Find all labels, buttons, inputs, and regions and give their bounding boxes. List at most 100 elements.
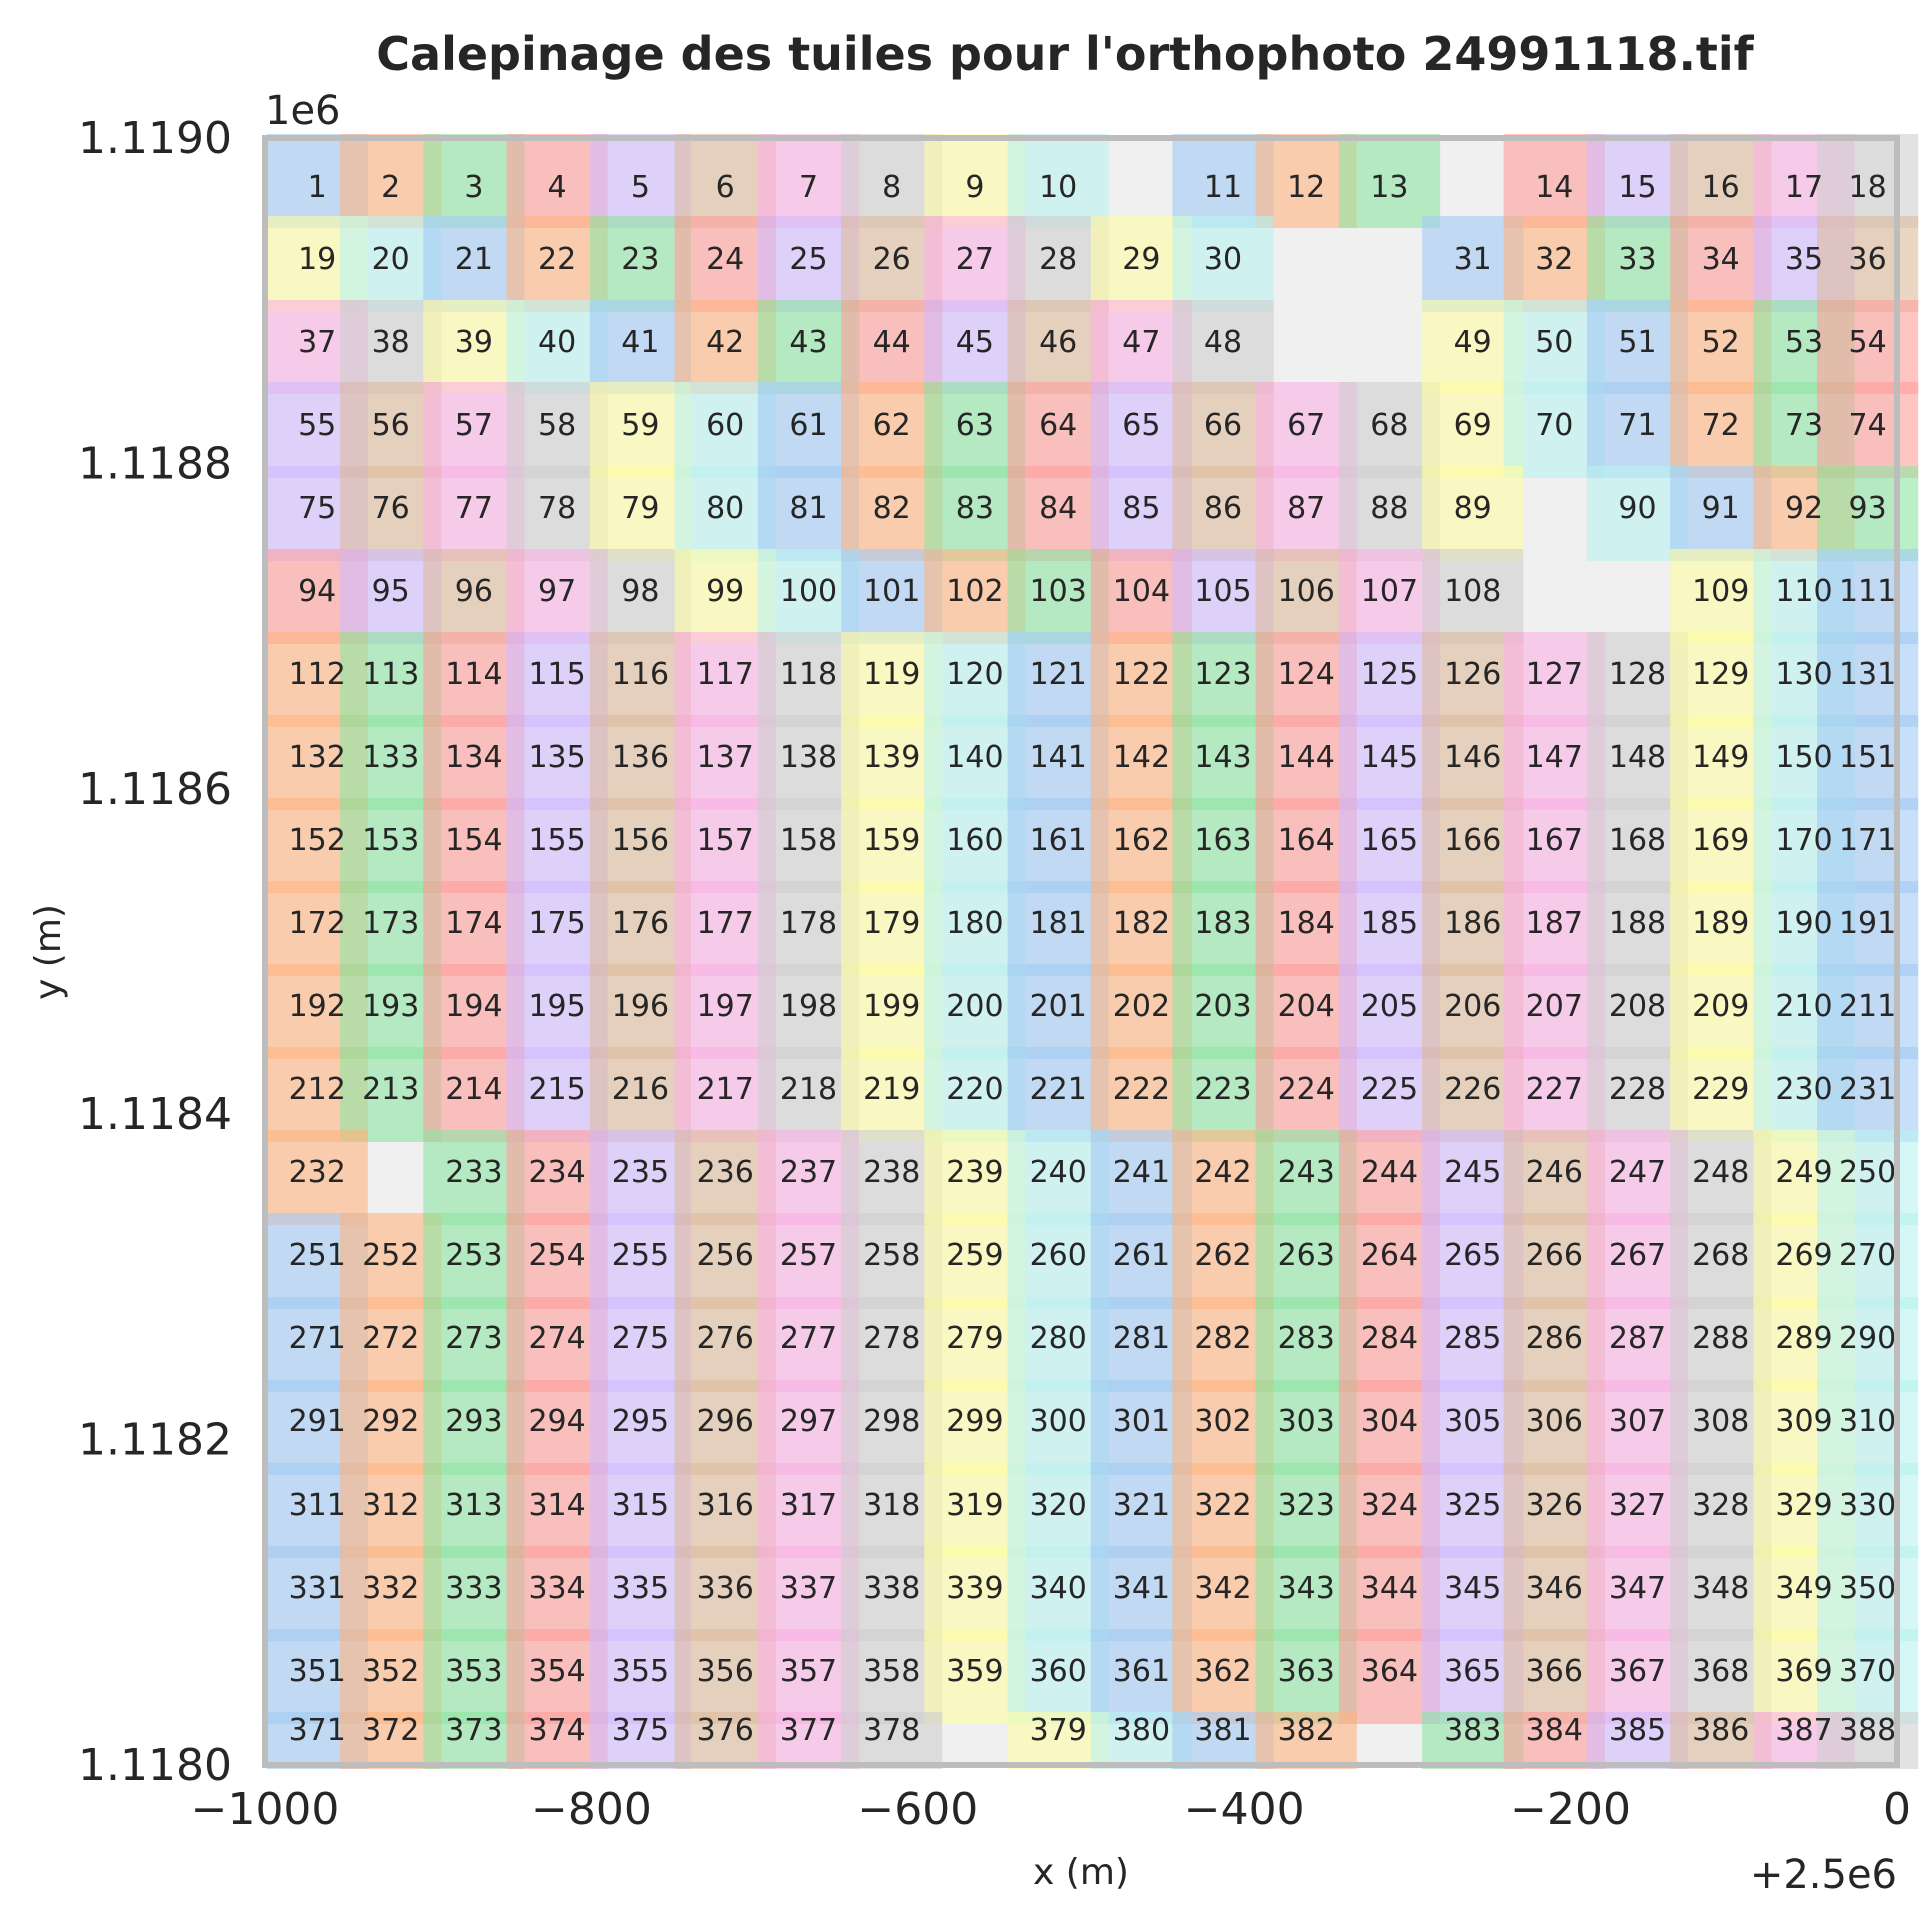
tile-270 xyxy=(1817,1213,1919,1309)
tile-label-297: 297 xyxy=(780,1404,837,1439)
tile-label-333: 333 xyxy=(445,1571,502,1606)
tile-label-269: 269 xyxy=(1775,1238,1832,1273)
tile-235 xyxy=(589,1130,691,1225)
tile-label-271: 271 xyxy=(289,1321,346,1356)
tile-label-20: 20 xyxy=(372,242,410,277)
tile-label-58: 58 xyxy=(538,408,576,443)
tile-216 xyxy=(589,1047,691,1142)
x-axis-label: x (m) xyxy=(1033,1852,1129,1893)
tile-label-17: 17 xyxy=(1785,170,1823,205)
tile-label-285: 285 xyxy=(1444,1321,1501,1356)
tile-label-318: 318 xyxy=(863,1488,920,1523)
tile-label-88: 88 xyxy=(1370,491,1408,526)
tile-label-238: 238 xyxy=(863,1155,920,1190)
tile-label-254: 254 xyxy=(528,1238,585,1273)
tile-label-200: 200 xyxy=(946,989,1003,1024)
tile-label-149: 149 xyxy=(1692,740,1749,775)
tile-label-332: 332 xyxy=(362,1571,419,1606)
tile-171 xyxy=(1817,798,1919,893)
tile-295 xyxy=(589,1380,691,1475)
tile-label-349: 349 xyxy=(1775,1571,1832,1606)
tile-151 xyxy=(1817,715,1919,810)
tile-label-14: 14 xyxy=(1535,170,1573,205)
tile-label-112: 112 xyxy=(289,657,346,692)
tile-label-335: 335 xyxy=(612,1571,669,1606)
tile-label-94: 94 xyxy=(298,574,336,609)
tile-label-134: 134 xyxy=(445,740,502,775)
tile-label-8: 8 xyxy=(882,170,901,205)
tile-label-347: 347 xyxy=(1609,1571,1666,1606)
tile-label-188: 188 xyxy=(1609,906,1666,941)
tile-label-218: 218 xyxy=(780,1072,837,1107)
tile-36 xyxy=(1817,216,1919,312)
tile-label-194: 194 xyxy=(445,989,502,1024)
tile-378 xyxy=(841,1712,943,1769)
tile-label-135: 135 xyxy=(528,740,585,775)
tile-label-210: 210 xyxy=(1775,989,1832,1024)
tile-label-124: 124 xyxy=(1278,657,1335,692)
tile-label-361: 361 xyxy=(1113,1654,1170,1689)
tile-350 xyxy=(1817,1546,1919,1641)
tile-211 xyxy=(1817,964,1919,1059)
tile-label-173: 173 xyxy=(362,906,419,941)
tile-315 xyxy=(589,1463,691,1558)
tile-label-224: 224 xyxy=(1278,1072,1335,1107)
tile-label-251: 251 xyxy=(289,1238,346,1273)
tile-label-31: 31 xyxy=(1454,242,1492,277)
tile-label-80: 80 xyxy=(706,491,744,526)
tile-label-63: 63 xyxy=(956,408,994,443)
tile-label-292: 292 xyxy=(362,1404,419,1439)
tile-label-174: 174 xyxy=(445,906,502,941)
tile-label-231: 231 xyxy=(1839,1072,1896,1107)
tile-label-185: 185 xyxy=(1361,906,1418,941)
tile-label-359: 359 xyxy=(946,1654,1003,1689)
tile-label-35: 35 xyxy=(1785,242,1823,277)
chart-title: Calepinage des tuiles pour l'orthophoto … xyxy=(376,27,1754,81)
tile-label-46: 46 xyxy=(1039,325,1077,360)
tile-label-342: 342 xyxy=(1194,1571,1251,1606)
tile-label-151: 151 xyxy=(1839,740,1896,775)
tile-310 xyxy=(1817,1380,1919,1475)
tile-label-369: 369 xyxy=(1775,1654,1832,1689)
tile-label-340: 340 xyxy=(1030,1571,1087,1606)
y-axis-label: y (m) xyxy=(28,904,69,1000)
tile-label-371: 371 xyxy=(289,1713,346,1748)
x-tick-label-4: −200 xyxy=(1510,1784,1631,1835)
tile-label-384: 384 xyxy=(1526,1713,1583,1748)
tile-label-249: 249 xyxy=(1775,1155,1832,1190)
tile-label-291: 291 xyxy=(289,1404,346,1439)
tile-label-65: 65 xyxy=(1122,408,1160,443)
tile-label-305: 305 xyxy=(1444,1404,1501,1439)
tile-label-308: 308 xyxy=(1692,1404,1749,1439)
tile-label-303: 303 xyxy=(1278,1404,1335,1439)
tile-label-306: 306 xyxy=(1526,1404,1583,1439)
tile-label-178: 178 xyxy=(780,906,837,941)
tile-30 xyxy=(1172,216,1274,312)
tile-label-239: 239 xyxy=(946,1155,1003,1190)
tile-label-128: 128 xyxy=(1609,657,1666,692)
tile-label-153: 153 xyxy=(362,823,419,858)
tile-label-22: 22 xyxy=(538,242,576,277)
tile-label-255: 255 xyxy=(612,1238,669,1273)
tile-370 xyxy=(1817,1629,1919,1724)
tile-48 xyxy=(1172,300,1274,394)
tile-label-197: 197 xyxy=(697,989,754,1024)
tile-label-161: 161 xyxy=(1030,823,1087,858)
tile-label-119: 119 xyxy=(863,657,920,692)
tile-label-117: 117 xyxy=(697,657,754,692)
y-multiplier-label: 1e6 xyxy=(265,88,341,134)
tile-label-189: 189 xyxy=(1692,906,1749,941)
tile-label-362: 362 xyxy=(1194,1654,1251,1689)
tile-label-319: 319 xyxy=(946,1488,1003,1523)
tile-label-182: 182 xyxy=(1113,906,1170,941)
x-tick-label-2: −600 xyxy=(857,1784,978,1835)
tile-355 xyxy=(589,1629,691,1724)
x-axis-ticks: −1000 −800 −600 −400 −200 0 xyxy=(191,1784,1911,1835)
tile-label-286: 286 xyxy=(1526,1321,1583,1356)
tile-label-25: 25 xyxy=(789,242,827,277)
tile-label-21: 21 xyxy=(455,242,493,277)
tile-label-217: 217 xyxy=(697,1072,754,1107)
tile-label-368: 368 xyxy=(1692,1654,1749,1689)
tile-label-355: 355 xyxy=(612,1654,669,1689)
tile-label-201: 201 xyxy=(1030,989,1087,1024)
